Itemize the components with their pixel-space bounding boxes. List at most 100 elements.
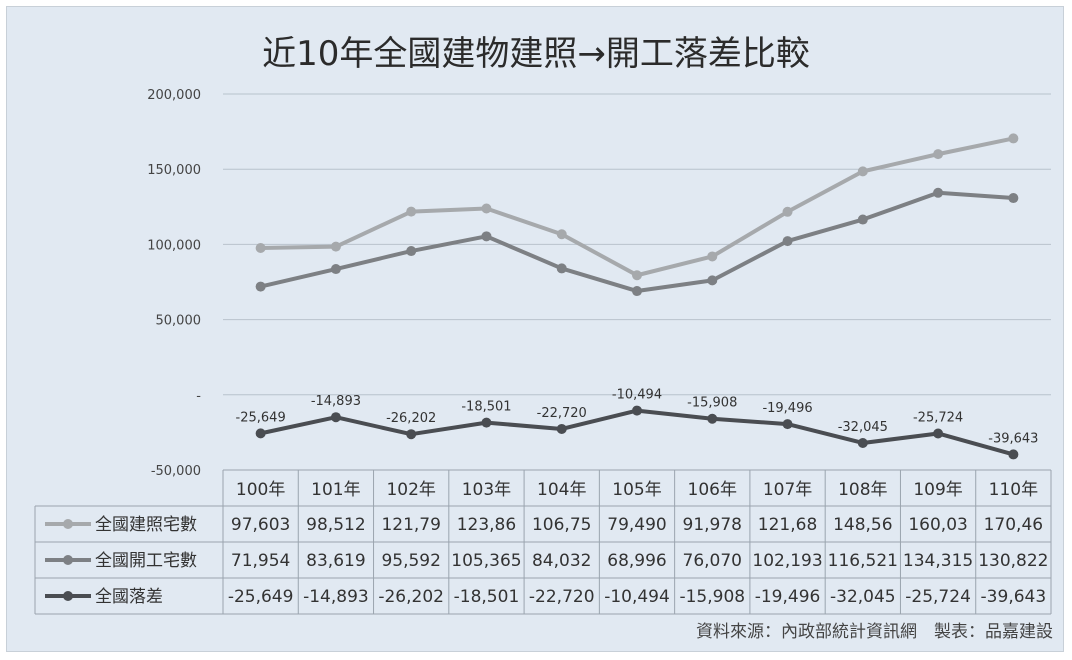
series-name: 全國落差 <box>95 587 163 607</box>
series-name: 全國開工宅數 <box>95 551 197 571</box>
series-line-2 <box>258 408 1016 457</box>
table-cell: -14,893 <box>303 587 369 607</box>
table-cell: 102,193 <box>752 551 822 571</box>
data-label: -25,649 <box>236 410 286 425</box>
table-cell: -18,501 <box>454 587 520 607</box>
data-point <box>406 206 417 217</box>
data-point <box>481 417 492 428</box>
data-point <box>632 270 642 281</box>
table-cell: 91,978 <box>683 515 742 535</box>
category-label: 110年 <box>989 480 1038 500</box>
category-label: 101年 <box>311 480 360 500</box>
data-point <box>481 231 492 242</box>
data-point <box>406 246 417 257</box>
table-cell: -22,720 <box>529 587 595 607</box>
category-label: 109年 <box>913 480 962 500</box>
data-label: -10,494 <box>612 388 662 403</box>
data-point <box>707 275 718 286</box>
data-point <box>782 206 793 217</box>
table-cell: -39,643 <box>981 587 1047 607</box>
data-point <box>481 203 492 214</box>
table-cell: 130,822 <box>978 551 1048 571</box>
table-cell: 84,032 <box>532 551 591 571</box>
table-cell: 95,592 <box>381 551 440 571</box>
data-point <box>406 429 417 440</box>
data-point <box>857 437 868 448</box>
data-label: -32,045 <box>838 420 888 435</box>
data-table: 100年 101年 102年 103年 104年 105年 106年 107年 108年 109年… <box>34 469 1052 615</box>
category-label: 104年 <box>537 480 586 500</box>
category-label: 108年 <box>838 480 887 500</box>
data-label: -15,908 <box>687 396 737 411</box>
data-point <box>330 264 341 275</box>
table-cell: 83,619 <box>306 551 365 571</box>
chart-title: 近10年全國建物建照→開工落差比較 <box>262 34 810 74</box>
data-point <box>707 413 718 424</box>
table-cell: -10,494 <box>604 587 670 607</box>
category-label: 102年 <box>386 480 435 500</box>
data-point <box>1008 449 1019 460</box>
y-tick-label: - <box>196 389 201 404</box>
data-label: -14,893 <box>311 394 361 409</box>
data-point <box>255 281 266 292</box>
table-cell: 97,603 <box>231 515 290 535</box>
data-labels: -25,649 -14,893 -26,202 -18,501 -22,720 -10,4… <box>236 388 1039 447</box>
data-point <box>1008 193 1019 204</box>
data-label: -19,496 <box>762 401 812 416</box>
table-cell: 71,954 <box>231 551 290 571</box>
chart: 近10年全國建物建照→開工落差比較 200,000 150,000 100,000 5… <box>34 34 1053 642</box>
series-name: 全國建照宅數 <box>95 515 197 535</box>
series-layer <box>255 133 1019 460</box>
y-tick-label: 200,000 <box>147 88 201 103</box>
category-label: 100年 <box>236 480 285 500</box>
category-label: 105年 <box>612 480 661 500</box>
data-point <box>857 166 868 177</box>
y-tick-label: 150,000 <box>147 163 201 178</box>
chart-frame: 近10年全國建物建照→開工落差比較 200,000 150,000 100,000 5… <box>6 6 1064 652</box>
table-cell: 106,75 <box>532 515 591 535</box>
table-cell: 105,365 <box>451 551 521 571</box>
table-cell: 79,490 <box>607 515 666 535</box>
table-cell: 98,512 <box>306 515 365 535</box>
data-point <box>330 241 341 252</box>
data-point <box>556 263 567 274</box>
data-point <box>707 251 718 262</box>
table-cell: 160,03 <box>908 515 967 535</box>
data-point <box>933 428 944 439</box>
table-cell: 68,996 <box>607 551 666 571</box>
y-axis-ticks: 200,000 150,000 100,000 50,000 - -50,000 <box>147 88 201 479</box>
table-cell: -25,724 <box>905 587 971 607</box>
data-point <box>255 243 266 254</box>
legend-marker <box>63 591 73 601</box>
legend-marker <box>63 555 73 565</box>
data-point <box>782 419 793 430</box>
y-tick-label: -50,000 <box>151 464 201 479</box>
data-point <box>1008 133 1019 144</box>
data-point <box>933 149 944 160</box>
table-cell: 76,070 <box>683 551 742 571</box>
table-cell: 148,56 <box>833 515 892 535</box>
table-cell: 123,86 <box>457 515 516 535</box>
table-cell: 134,315 <box>903 551 973 571</box>
table-cell: 121,68 <box>758 515 817 535</box>
y-tick-label: 50,000 <box>156 314 202 329</box>
data-point <box>556 423 567 434</box>
data-point <box>330 412 341 423</box>
data-label: -39,643 <box>988 431 1038 446</box>
source-note: 資料來源：內政部統計資訊網 製表：品嘉建設 <box>696 622 1053 642</box>
table-cell: 170,46 <box>984 515 1043 535</box>
data-point <box>255 428 266 439</box>
data-point <box>933 187 944 198</box>
table-cell: 116,521 <box>828 551 898 571</box>
category-label: 107年 <box>763 480 812 500</box>
data-label: -26,202 <box>386 411 436 426</box>
data-point <box>632 405 642 416</box>
data-label: -25,724 <box>913 410 963 425</box>
data-point <box>556 229 567 240</box>
table-cell: -26,202 <box>378 587 444 607</box>
data-label: -18,501 <box>461 400 511 415</box>
table-cell: -25,649 <box>228 587 294 607</box>
y-tick-label: 100,000 <box>147 238 201 253</box>
category-label: 106年 <box>688 480 737 500</box>
table-cell: 121,79 <box>381 515 440 535</box>
